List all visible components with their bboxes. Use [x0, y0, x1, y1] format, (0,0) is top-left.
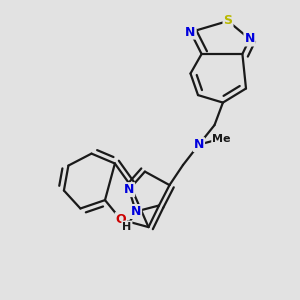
- Text: S: S: [224, 14, 232, 28]
- Text: N: N: [185, 26, 196, 39]
- Text: O: O: [116, 213, 126, 226]
- Text: N: N: [194, 138, 204, 151]
- Text: H: H: [122, 221, 131, 232]
- Text: N: N: [124, 183, 134, 196]
- Text: N: N: [244, 32, 255, 46]
- Text: N: N: [131, 205, 141, 218]
- Text: Me: Me: [212, 134, 231, 144]
